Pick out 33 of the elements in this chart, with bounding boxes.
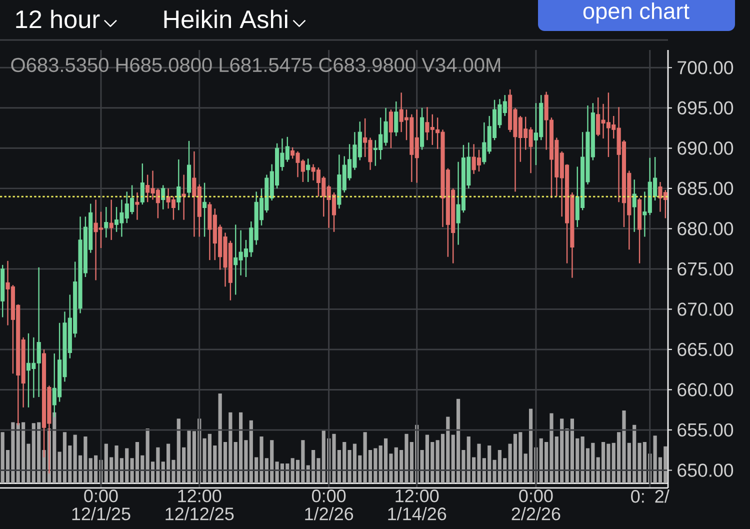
text: Heikin Ashi — [164, 10, 288, 28]
candlestick — [104, 206, 108, 238]
y-tick-label: 695.00 — [678, 101, 734, 115]
candlestick — [176, 158, 181, 211]
candlestick — [202, 182, 207, 238]
y-tick-label: 685.00 — [678, 182, 734, 196]
candlestick — [140, 162, 144, 206]
candlestick — [306, 158, 310, 183]
annotation: O683.5350 H685.0800 L681.5475 C683.9800 V34.00M — [11, 58, 500, 72]
y-tick-label: 690.00 — [678, 142, 734, 155]
candlestick — [394, 100, 398, 137]
x-tick-label: 12:00 12/12/25 — [166, 490, 234, 520]
y-tick-label: 665.00 — [678, 342, 734, 356]
x-tick-label: 12:00 1/14/26 — [388, 490, 446, 520]
y-tick-label: 670.00 — [678, 302, 734, 316]
y-tick-label: 700.00 — [678, 61, 734, 74]
y-tick-label: 655.00 — [678, 423, 734, 437]
text: open chart — [583, 2, 690, 24]
x-tick-label: 0:00 12/1/25 — [72, 490, 130, 520]
candlestick — [182, 174, 186, 220]
candlestick — [109, 199, 114, 241]
candlestick — [135, 192, 140, 220]
y-tick-label: 650.00 — [678, 464, 734, 477]
y-tick-label: 660.00 — [678, 383, 734, 396]
y-tick-label: 680.00 — [678, 222, 734, 236]
candlestick — [632, 178, 636, 232]
x-tick-label: 0:00 1/2/26 — [305, 490, 354, 520]
candlestick — [388, 108, 393, 149]
text: 12 hour — [16, 10, 100, 28]
x-tick-label: 0: 2/ — [631, 490, 670, 503]
x-tick-label: 0:00 2/2/26 — [512, 490, 560, 520]
y-tick-label: 675.00 — [678, 262, 734, 276]
candlestick — [161, 184, 166, 210]
